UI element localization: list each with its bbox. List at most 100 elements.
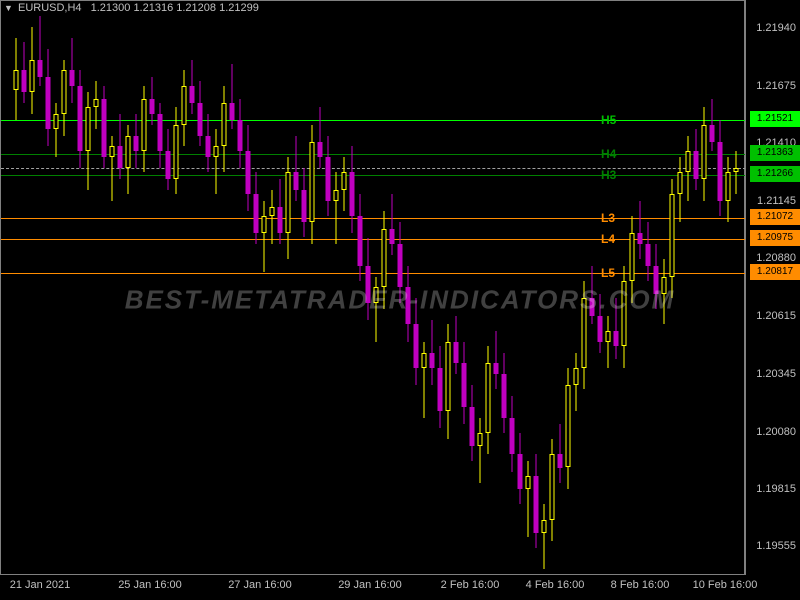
candle — [213, 1, 219, 576]
candle — [605, 1, 611, 576]
candle — [317, 1, 323, 576]
candle — [637, 1, 643, 576]
candle — [141, 1, 147, 576]
candle — [597, 1, 603, 576]
price-tag: 1.20975 — [750, 230, 800, 246]
candle — [373, 1, 379, 576]
candle — [61, 1, 67, 576]
y-tick-label: 1.20345 — [756, 368, 796, 380]
ohlc-label: 1.21300 1.21316 1.21208 1.21299 — [91, 2, 259, 14]
candle — [205, 1, 211, 576]
candle — [477, 1, 483, 576]
price-tag: 1.21363 — [750, 145, 800, 161]
candle — [525, 1, 531, 576]
candle — [573, 1, 579, 576]
dropdown-icon[interactable]: ▼ — [4, 3, 13, 13]
chart-header: ▼ EURUSD,H4 1.21300 1.21316 1.21208 1.21… — [4, 2, 259, 14]
candle — [237, 1, 243, 576]
x-tick-label: 10 Feb 16:00 — [693, 579, 758, 591]
x-axis: 21 Jan 2021 25 Jan 16:00 27 Jan 16:00 29 Ja… — [0, 575, 745, 600]
candle — [429, 1, 435, 576]
candle — [269, 1, 275, 576]
candle — [69, 1, 75, 576]
price-tag: 1.21521 — [750, 111, 800, 127]
y-tick-label: 1.19555 — [756, 540, 796, 552]
candle — [45, 1, 51, 576]
candle — [277, 1, 283, 576]
candle — [13, 1, 19, 576]
x-tick-label: 4 Feb 16:00 — [526, 579, 585, 591]
candle — [21, 1, 27, 576]
candle — [221, 1, 227, 576]
y-tick-label: 1.19815 — [756, 483, 796, 495]
candle — [189, 1, 195, 576]
candle — [93, 1, 99, 576]
candle — [293, 1, 299, 576]
candle — [309, 1, 315, 576]
x-tick-label: 2 Feb 16:00 — [441, 579, 500, 591]
candle — [389, 1, 395, 576]
candle — [397, 1, 403, 576]
candle — [549, 1, 555, 576]
candle — [133, 1, 139, 576]
plot-area[interactable]: H5H4H3L3L4L5 — [0, 0, 745, 575]
candle — [253, 1, 259, 576]
x-tick-label: 29 Jan 16:00 — [338, 579, 402, 591]
candle — [661, 1, 667, 576]
candle — [173, 1, 179, 576]
candle — [261, 1, 267, 576]
candle — [453, 1, 459, 576]
price-tag: 1.21266 — [750, 166, 800, 182]
candle — [469, 1, 475, 576]
candle — [357, 1, 363, 576]
symbol-label: EURUSD,H4 — [18, 2, 82, 14]
candle — [197, 1, 203, 576]
y-tick-label: 1.20880 — [756, 252, 796, 264]
candle — [509, 1, 515, 576]
candle — [581, 1, 587, 576]
candle — [101, 1, 107, 576]
candle — [629, 1, 635, 576]
candle — [717, 1, 723, 576]
candle — [517, 1, 523, 576]
candle — [541, 1, 547, 576]
candle — [325, 1, 331, 576]
candle — [333, 1, 339, 576]
candle — [421, 1, 427, 576]
x-tick-label: 25 Jan 16:00 — [118, 579, 182, 591]
y-tick-label: 1.21145 — [757, 195, 796, 207]
candle — [181, 1, 187, 576]
y-tick-label: 1.20080 — [756, 426, 796, 438]
candle — [53, 1, 59, 576]
candle — [709, 1, 715, 576]
candle — [621, 1, 627, 576]
chart-container: ▼ EURUSD,H4 1.21300 1.21316 1.21208 1.21… — [0, 0, 800, 600]
candle — [301, 1, 307, 576]
candle — [461, 1, 467, 576]
candle — [365, 1, 371, 576]
candle — [77, 1, 83, 576]
candle — [413, 1, 419, 576]
candle — [693, 1, 699, 576]
candle — [349, 1, 355, 576]
candle — [589, 1, 595, 576]
candle — [149, 1, 155, 576]
candle — [501, 1, 507, 576]
candle — [669, 1, 675, 576]
y-tick-label: 1.21940 — [756, 22, 796, 34]
candle — [37, 1, 43, 576]
y-tick-label: 1.21675 — [756, 80, 796, 92]
candle — [405, 1, 411, 576]
price-tag: 1.20817 — [750, 264, 800, 280]
x-tick-label: 27 Jan 16:00 — [228, 579, 292, 591]
candle — [125, 1, 131, 576]
candle — [445, 1, 451, 576]
candle — [557, 1, 563, 576]
candle — [157, 1, 163, 576]
candle — [701, 1, 707, 576]
candle — [677, 1, 683, 576]
candle — [485, 1, 491, 576]
candle — [565, 1, 571, 576]
x-tick-label: 21 Jan 2021 — [10, 579, 71, 591]
candle — [725, 1, 731, 576]
